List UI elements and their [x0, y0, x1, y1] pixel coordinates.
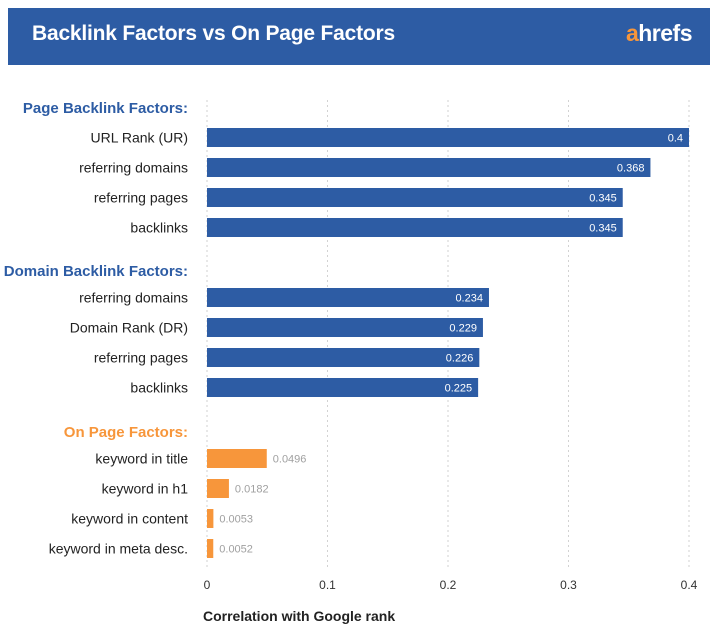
bar: [207, 378, 479, 397]
chart-title: Backlink Factors vs On Page Factors: [32, 22, 395, 45]
category-label: referring pages: [94, 350, 188, 366]
category-label: referring domains: [79, 160, 188, 176]
value-label: 0.4: [668, 133, 683, 145]
x-tick-label: 0.4: [681, 578, 698, 592]
x-tick-label: 0.2: [440, 578, 457, 592]
category-label: referring domains: [79, 290, 188, 306]
category-label: keyword in h1: [102, 481, 189, 497]
bar: [207, 509, 214, 528]
value-label: 0.234: [455, 293, 483, 305]
bar: [207, 318, 483, 337]
x-tick-label: 0: [204, 578, 211, 592]
value-label: 0.225: [445, 383, 473, 395]
category-label: referring pages: [94, 190, 188, 206]
group-title: Domain Backlink Factors:: [4, 263, 188, 280]
x-tick-label: 0.3: [560, 578, 577, 592]
category-label: keyword in title: [95, 451, 188, 467]
logo-letter-a: a: [625, 20, 639, 46]
bar: [207, 288, 489, 307]
bar: [207, 479, 229, 498]
logo-text: hrefs: [638, 20, 692, 46]
value-label: 0.0182: [235, 484, 269, 496]
x-tick-label: 0.1: [319, 578, 336, 592]
value-label: 0.0053: [219, 514, 253, 526]
category-label: URL Rank (UR): [91, 130, 189, 146]
value-label: 0.345: [589, 193, 617, 205]
bar: [207, 158, 651, 177]
value-label: 0.368: [617, 163, 645, 175]
bar: [207, 188, 623, 207]
group-title: Page Backlink Factors:: [23, 100, 188, 117]
value-label: 0.0052: [219, 544, 253, 556]
category-label: keyword in meta desc.: [49, 541, 188, 557]
bar: [207, 449, 267, 468]
bar: [207, 348, 480, 367]
bar: [207, 128, 689, 147]
value-label: 0.0496: [273, 454, 307, 466]
category-label: keyword in content: [71, 511, 188, 527]
category-label: backlinks: [130, 220, 188, 236]
value-label: 0.345: [589, 223, 617, 235]
category-label: backlinks: [130, 380, 188, 396]
category-label: Domain Rank (DR): [70, 320, 188, 336]
chart-header: Backlink Factors vs On Page Factors ahre…: [8, 8, 710, 65]
value-label: 0.226: [446, 353, 474, 365]
bar: [207, 539, 214, 558]
group-title: On Page Factors:: [64, 424, 188, 441]
bar: [207, 218, 623, 237]
value-label: 0.229: [449, 323, 477, 335]
ahrefs-logo: ahrefs: [625, 20, 693, 47]
x-axis-label: Correlation with Google rank: [203, 608, 396, 624]
